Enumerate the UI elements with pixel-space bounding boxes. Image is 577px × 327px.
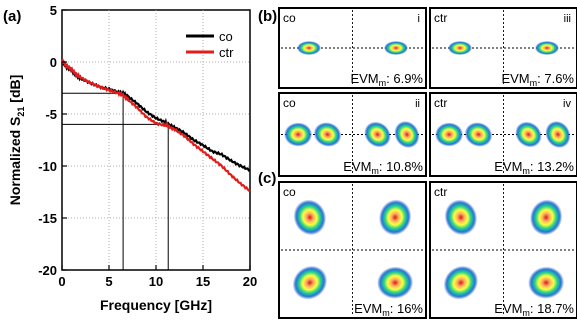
evm-subscript: m (522, 166, 530, 176)
constellation-b-iii: ctr iii EVMm: 7.6% (429, 7, 577, 89)
symbol-cluster (448, 41, 472, 55)
evm-subscript: m (522, 308, 530, 318)
constellation-b-i: co i EVMm: 6.9% (278, 7, 427, 89)
evm-readout: EVMm: 7.6% (501, 71, 574, 88)
symbol-cluster (535, 41, 559, 55)
constellation-label: ctr (434, 185, 447, 199)
symbol-cluster (435, 122, 464, 147)
evm-value: : 16% (390, 301, 424, 316)
constellation-label: co (283, 185, 296, 199)
y-tick-label: -15 (38, 211, 57, 226)
y-axis-label-main: Normalized S (7, 117, 23, 206)
y-axis-label-sub: 21 (16, 107, 26, 117)
panel-label-c: (c) (258, 170, 276, 187)
legend-label-co: co (219, 29, 233, 44)
evm-readout: EVMm: 10.8% (343, 159, 423, 176)
symbol-cluster (384, 41, 408, 55)
evm-readout: EVMm: 6.9% (350, 71, 423, 88)
symbol-cluster (528, 266, 565, 299)
x-tick-label: 10 (149, 274, 163, 289)
series-lines (61, 58, 251, 193)
evm-readout: EVMm: 13.2% (494, 159, 574, 176)
x-tick-label: 20 (243, 274, 257, 289)
symbol-cluster (529, 199, 563, 236)
evm-readout: EVMm: 18.7% (494, 301, 574, 318)
symbol-cluster (515, 121, 542, 148)
symbol-cluster (313, 122, 342, 147)
evm-readout: EVMm: 16% (354, 301, 423, 318)
x-tick-label: 5 (105, 274, 112, 289)
symbol-cluster (464, 122, 493, 147)
constellation-b-ii: co ii EVMm: 10.8% (278, 92, 427, 177)
symbol-cluster (293, 199, 327, 236)
panel-label-b: (b) (258, 8, 277, 25)
constellation-b-iv: ctr iv EVMm: 13.2% (429, 92, 577, 177)
x-axis-label: Frequency [GHz] (100, 297, 212, 313)
legend: co ctr (186, 29, 234, 60)
constellation-index: ii (415, 98, 420, 110)
x-tick-label: 15 (196, 274, 210, 289)
y-tick-label: -20 (38, 263, 57, 278)
y-tick-label: 0 (50, 55, 57, 70)
evm-subscript: m (371, 166, 379, 176)
constellation-label: co (283, 96, 296, 110)
evm-value: : 6.9% (386, 71, 423, 86)
grid (62, 10, 250, 270)
evm-value: : 13.2% (530, 159, 575, 174)
symbol-cluster (284, 122, 313, 147)
evm-prefix: EVM (494, 301, 522, 316)
y-axis-label: Normalized S21 [dB] (7, 75, 26, 206)
symbol-cluster (443, 265, 479, 300)
y-tick-label: 5 (50, 3, 57, 18)
legend-label-ctr: ctr (219, 45, 234, 60)
symbol-cluster (378, 199, 412, 236)
y-axis-label-unit: [dB] (7, 75, 23, 107)
evm-prefix: EVM (350, 71, 378, 86)
symbol-cluster (297, 41, 321, 55)
evm-value: : 18.7% (530, 301, 575, 316)
evm-value: : 7.6% (537, 71, 574, 86)
evm-subscript: m (382, 308, 390, 318)
symbol-cluster (377, 266, 414, 299)
symbol-cluster (292, 265, 328, 300)
evm-prefix: EVM (501, 71, 529, 86)
x-tick-label: 0 (58, 274, 65, 289)
series-line-ctr (61, 58, 251, 193)
constellation-label: ctr (434, 11, 447, 25)
evm-prefix: EVM (343, 159, 371, 174)
constellation-index: iii (564, 13, 571, 25)
symbol-cluster (364, 121, 391, 148)
constellation-c-co: co EVMm: 16% (278, 181, 427, 319)
constellation-index: iv (563, 98, 571, 110)
y-tick-label: -10 (38, 159, 57, 174)
symbol-cluster (444, 199, 478, 236)
evm-subscript: m (530, 78, 538, 88)
evm-prefix: EVM (354, 301, 382, 316)
symbol-cluster (394, 120, 420, 149)
axis-ticks: 0 5 10 15 20 5 0 -5 -10 -15 -20 (38, 3, 257, 289)
constellation-label: ctr (434, 96, 447, 110)
panel-label-a: (a) (3, 8, 21, 25)
constellation-c-ctr: ctr EVMm: 18.7% (429, 181, 577, 319)
constellation-label: co (283, 11, 296, 25)
evm-value: : 10.8% (379, 159, 424, 174)
symbol-cluster (545, 120, 571, 149)
evm-subscript: m (379, 78, 387, 88)
constellation-index: i (418, 13, 420, 25)
y-tick-label: -5 (45, 107, 57, 122)
reference-lines (62, 92, 169, 270)
evm-prefix: EVM (494, 159, 522, 174)
